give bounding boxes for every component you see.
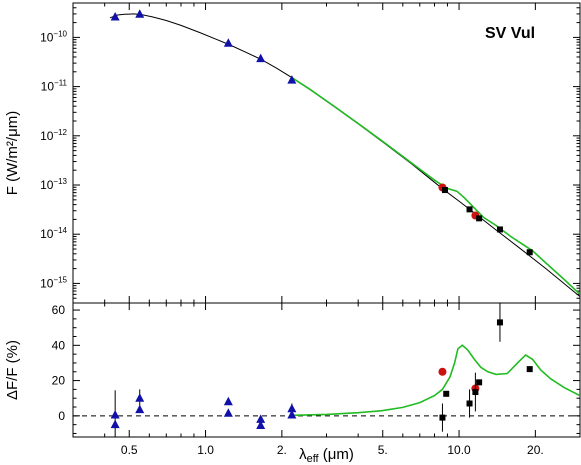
y-tick-label: 10−10	[40, 29, 67, 44]
photometry-triangle-point	[223, 38, 233, 47]
photometry-triangle-point	[223, 396, 233, 406]
y-tick-exponent: −11	[54, 79, 68, 88]
chart-title: SV Vul	[485, 25, 535, 42]
y-tick-exponent: −13	[53, 177, 67, 186]
photometry-square-point	[496, 319, 503, 326]
y-tick-label: 0	[58, 409, 65, 423]
photometry-square-point	[439, 414, 446, 421]
photometry-circle-point	[438, 367, 447, 376]
y-tick-exponent: −15	[53, 275, 67, 284]
photometry-triangle-point	[110, 11, 120, 21]
y-tick-exponent: −14	[53, 226, 67, 235]
photometry-triangle-point	[256, 414, 266, 423]
y-tick-label: 60	[52, 303, 66, 317]
x-tick-label: 1.0	[197, 443, 214, 457]
y-tick-label: 20	[52, 374, 66, 388]
x-tick-label: 20.	[527, 443, 544, 457]
photosphere-curve	[109, 13, 580, 297]
y-tick-mantissa: 10	[40, 276, 54, 290]
photometry-triangle-point	[135, 404, 145, 414]
y-tick-exponent: −10	[53, 29, 67, 38]
photometry-square-point	[476, 215, 483, 222]
x-axis-label-subscript: eff	[307, 453, 320, 465]
bottom-y-axis-label: ΔF/F (%)	[4, 340, 21, 400]
y-tick-exponent: −12	[53, 128, 67, 137]
y-tick-mantissa: 10	[40, 178, 54, 192]
photometry-square-point	[526, 249, 533, 256]
photometry-triangle-point	[256, 53, 266, 63]
bottom-panel-frame	[72, 302, 581, 438]
photometry-square-point	[466, 400, 473, 407]
photometry-square-point	[496, 226, 503, 233]
y-tick-mantissa: 10	[40, 30, 54, 44]
photometry-triangle-point	[287, 403, 297, 413]
x-tick-label: 2.	[277, 443, 287, 457]
y-tick-mantissa: 10	[40, 129, 54, 143]
y-tick-mantissa: 10	[40, 227, 54, 241]
model-curve	[292, 344, 580, 417]
y-tick-label: 10−15	[40, 275, 67, 290]
photometry-triangle-point	[287, 75, 297, 84]
top-y-axis-label: F (W/m²/μm)	[4, 111, 21, 195]
x-axis-label: λeff (μm)	[299, 446, 354, 465]
photometry-square-point	[472, 389, 479, 396]
photometry-square-point	[476, 379, 483, 386]
y-tick-label: 40	[52, 338, 66, 352]
y-tick-mantissa: 10	[41, 80, 55, 94]
photometry-triangle-point	[287, 409, 297, 419]
photometry-square-point	[466, 206, 473, 213]
y-tick-label: 10−13	[40, 177, 67, 192]
x-tick-label: 5.	[378, 443, 388, 457]
photometry-square-point	[443, 390, 450, 397]
bottom-panel-plot-area	[110, 303, 580, 437]
y-tick-label: 10−14	[40, 226, 67, 241]
photometry-triangle-point	[135, 9, 145, 18]
photometry-triangle-point	[223, 408, 233, 417]
bottom-y-axis-ticks: 0 20 40 60	[52, 303, 580, 434]
x-axis-label-symbol: λ	[299, 446, 307, 463]
x-tick-label: 10.0	[447, 443, 471, 457]
x-axis-ticks: 0.5 1.0 2. 5. 10.0 20.	[72, 3, 544, 457]
x-tick-label: 0.5	[121, 443, 138, 457]
y-tick-label: 10−11	[41, 79, 68, 94]
photometry-square-point	[441, 187, 448, 194]
x-axis-label-unit: (μm)	[319, 446, 354, 463]
photometry-square-point	[526, 366, 533, 373]
photometry-triangle-point	[110, 419, 120, 429]
top-panel-frame	[72, 2, 581, 304]
photometry-triangle-point	[135, 393, 145, 402]
photometry-triangle-point	[256, 420, 266, 430]
photometry-triangle-point	[110, 409, 120, 419]
top-panel-plot-area	[109, 9, 580, 297]
y-tick-label: 10−12	[40, 128, 67, 143]
